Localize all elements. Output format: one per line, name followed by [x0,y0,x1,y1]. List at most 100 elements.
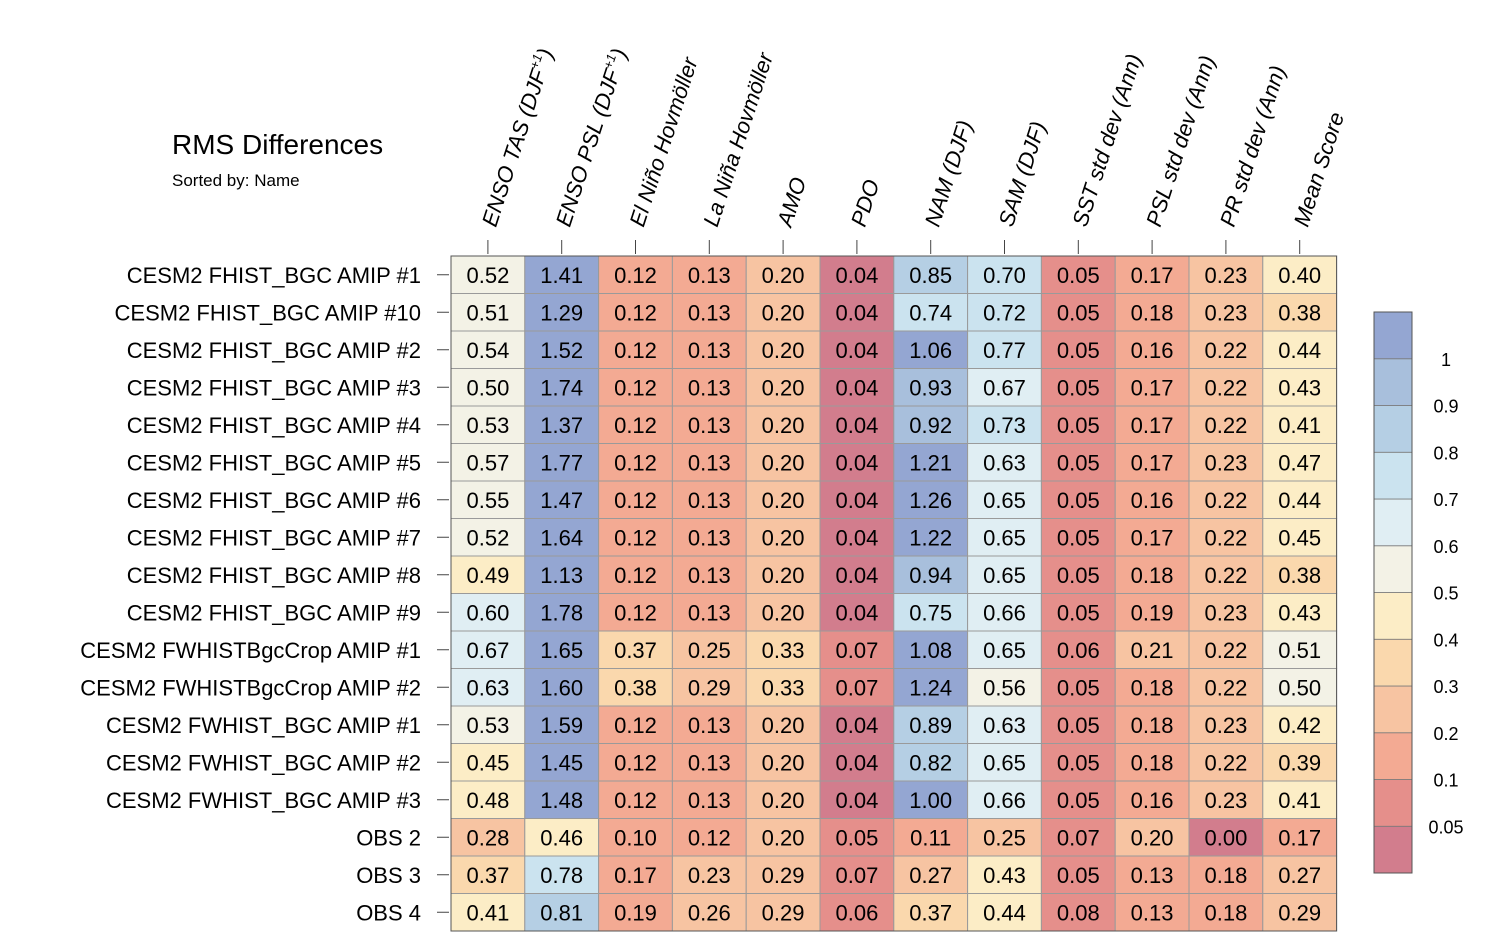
cell-value: 0.12 [614,300,657,325]
cell-value: 0.08 [1057,900,1100,925]
heatmap-cell [1114,443,1190,482]
cell-value: 0.67 [983,375,1026,400]
column-label-text: El Niño Hovmöller [624,53,703,230]
cell-value: 0.05 [1057,263,1100,288]
row-label: CESM2 FHIST_BGC AMIP #1 [127,263,421,288]
column-label-text: NAM (DJF) [920,117,978,229]
column-labels: ENSO TAS (DJF+1)ENSO PSL (DJF+1)El Niño … [477,45,1349,254]
heatmap-cell [524,630,600,669]
cell-value: 1.48 [540,788,583,813]
cell-value: 0.05 [1057,713,1100,738]
column-label: AMO [771,174,811,231]
cell-value: 0.12 [614,263,657,288]
heatmap-cell [967,480,1042,519]
heatmap-cell [1114,893,1190,932]
cell-value: 0.17 [1131,263,1174,288]
cell-value: 0.41 [466,900,509,925]
heatmap-cell [967,405,1042,444]
row-label: CESM2 FHIST_BGC AMIP #10 [115,300,421,325]
heatmap-cell [819,705,895,744]
column-label: La Niña Hovmöller [698,48,778,229]
cell-value: 0.43 [1278,600,1321,625]
cell-value: 0.65 [983,563,1026,588]
heatmap-cell [671,555,747,594]
cell-value: 0.43 [983,863,1026,888]
colorbar-label: 0.8 [1433,443,1458,463]
cell-value: 0.45 [1278,525,1321,550]
cell-value: 0.50 [466,375,509,400]
cell-value: 0.38 [1278,563,1321,588]
cell-value: 0.38 [614,675,657,700]
heatmap-cell [745,630,821,669]
cell-value: 0.20 [762,300,805,325]
colorbar-label: 0.4 [1433,630,1458,650]
heatmap-cell [1188,368,1264,407]
cell-value: 0.17 [1131,525,1174,550]
cell-value: 0.93 [909,375,952,400]
heatmap-cell [1262,555,1338,594]
cell-value: 0.66 [983,600,1026,625]
heatmap-cell [967,705,1042,744]
column-label-text: PR std dev (Ann) [1215,63,1291,230]
column-label: ENSO PSL (DJF+1) [550,45,632,230]
cell-value: 1.60 [540,675,583,700]
heatmap-cell [671,893,747,932]
cell-value: 0.19 [1131,600,1174,625]
heatmap-cell [671,368,747,407]
cell-value: 0.13 [688,488,731,513]
heatmap-cell [1262,743,1338,782]
chart-subtitle: Sorted by: Name [172,171,300,190]
heatmap-cell [671,518,747,557]
heatmap-cell [1114,518,1190,557]
colorbar-label: 0.3 [1433,677,1458,697]
cell-value: 0.65 [983,525,1026,550]
heatmap-cell [1188,780,1264,819]
heatmap-cell [598,818,673,857]
cell-value: 0.13 [688,263,731,288]
heatmap-cell [450,855,526,894]
heatmap-cell [967,330,1042,369]
colorbar-box [1373,638,1413,687]
heatmap-cell [819,668,895,707]
column-label-text: ENSO PSL (DJF [551,65,626,230]
heatmap-cell [1188,518,1264,557]
cell-value: 1.26 [909,488,952,513]
cell-value: 1.29 [540,300,583,325]
cell-value: 1.21 [909,450,952,475]
cell-value: 1.52 [540,338,583,363]
heatmap-cell [1262,368,1338,407]
heatmap-cell [819,518,895,557]
cell-value: 0.20 [1131,825,1174,850]
cell-value: 0.22 [1204,525,1247,550]
heatmap-cell [1188,705,1264,744]
column-label: PDO [846,176,885,229]
cell-value: 1.65 [540,638,583,663]
cell-value: 0.65 [983,750,1026,775]
heatmap-cell [967,555,1042,594]
cell-value: 0.22 [1204,338,1247,363]
cell-value: 0.23 [1204,263,1247,288]
column-label-text: SAM (DJF) [993,118,1050,229]
heatmap-cell [819,480,895,519]
cell-value: 0.18 [1131,675,1174,700]
heatmap-cell [524,293,600,332]
heatmap-cell [450,705,526,744]
cell-value: 0.81 [540,900,583,925]
heatmap-cell [819,255,895,294]
cell-value: 0.33 [762,675,805,700]
row-label: OBS 3 [356,863,421,888]
heatmap-cell [1188,593,1264,632]
colorbar-label: 0.05 [1428,817,1463,837]
cell-value: 0.52 [466,263,509,288]
cell-value: 1.06 [909,338,952,363]
cell-value: 1.77 [540,450,583,475]
cell-value: 0.42 [1278,713,1321,738]
cell-value: 0.23 [1204,788,1247,813]
cell-value: 0.23 [688,863,731,888]
heatmap-cell [450,443,526,482]
heatmap-cell [893,480,969,519]
cell-value: 0.04 [835,413,878,438]
cell-value: 0.05 [1057,863,1100,888]
cell-value: 0.39 [1278,750,1321,775]
cell-value: 0.05 [1057,600,1100,625]
